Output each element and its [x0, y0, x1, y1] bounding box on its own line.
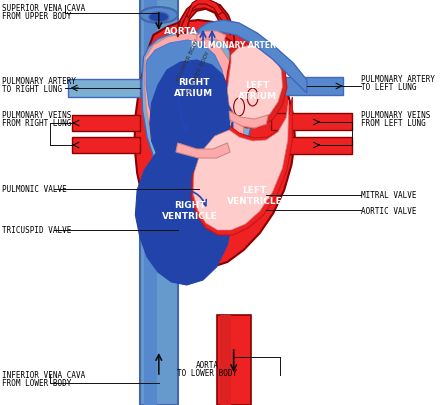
Polygon shape: [135, 21, 295, 267]
Bar: [220, 315, 231, 405]
Text: FROM LOWER BODY: FROM LOWER BODY: [2, 379, 71, 388]
Text: MITRAL VALVE: MITRAL VALVE: [361, 191, 416, 200]
Ellipse shape: [140, 8, 178, 24]
Text: PULMONARY ARTERY: PULMONARY ARTERY: [191, 41, 281, 50]
Text: INFERIOR VENA CAVA: INFERIOR VENA CAVA: [2, 371, 85, 379]
Polygon shape: [146, 41, 226, 158]
Text: TO LOWER BODY: TO LOWER BODY: [186, 51, 211, 97]
Text: TRICUSPID VALVE: TRICUSPID VALVE: [2, 226, 71, 235]
Polygon shape: [266, 78, 343, 96]
Bar: [144, 0, 157, 405]
Text: SUPERIOR VENA CAVA: SUPERIOR VENA CAVA: [2, 4, 85, 13]
Polygon shape: [198, 21, 307, 94]
Polygon shape: [72, 138, 140, 153]
Polygon shape: [229, 112, 268, 129]
Text: AORTA: AORTA: [164, 26, 197, 35]
Text: TO LEFT LUNG: TO LEFT LUNG: [361, 82, 416, 91]
Ellipse shape: [247, 89, 258, 107]
Text: AORTA: AORTA: [196, 360, 219, 370]
Text: TO RIGHT LUNG: TO RIGHT LUNG: [2, 84, 62, 93]
Text: PULMONIC VALVE: PULMONIC VALVE: [2, 185, 66, 194]
Polygon shape: [150, 61, 231, 172]
Polygon shape: [226, 43, 287, 129]
Text: FROM LEFT LUNG: FROM LEFT LUNG: [361, 119, 425, 128]
Text: LEFT
ATRIUM: LEFT ATRIUM: [238, 81, 277, 100]
Polygon shape: [187, 0, 223, 19]
Polygon shape: [177, 2, 233, 38]
Text: FROM UPPER BODY: FROM UPPER BODY: [2, 11, 71, 20]
Text: PULMONARY VEINS: PULMONARY VEINS: [2, 111, 71, 120]
Polygon shape: [136, 121, 235, 285]
Ellipse shape: [149, 13, 169, 23]
Polygon shape: [271, 114, 352, 131]
Text: RIGHT
ATRIUM: RIGHT ATRIUM: [174, 78, 213, 98]
Polygon shape: [197, 32, 226, 44]
Polygon shape: [271, 138, 352, 155]
Polygon shape: [176, 2, 235, 44]
Text: TO LOWER BODY: TO LOWER BODY: [177, 369, 238, 377]
Polygon shape: [227, 46, 282, 123]
Text: PULMONARY ARTERY: PULMONARY ARTERY: [361, 74, 435, 83]
Polygon shape: [144, 34, 244, 207]
Text: FROM RIGHT LUNG: FROM RIGHT LUNG: [2, 119, 71, 128]
Ellipse shape: [234, 99, 245, 117]
Polygon shape: [142, 32, 251, 211]
Text: PULMONARY ARTERY: PULMONARY ARTERY: [2, 76, 76, 85]
Text: AORTIC VALVE: AORTIC VALVE: [361, 206, 416, 215]
Polygon shape: [193, 101, 289, 230]
Text: TO UPPER BODY: TO UPPER BODY: [176, 38, 200, 83]
Bar: [216, 315, 251, 405]
Bar: [140, 0, 178, 405]
Text: RIGHT
VENTRICLE: RIGHT VENTRICLE: [161, 201, 217, 220]
Polygon shape: [72, 116, 140, 132]
Polygon shape: [68, 80, 140, 98]
Polygon shape: [191, 98, 292, 235]
Text: LEFT
VENTRICLE: LEFT VENTRICLE: [227, 186, 282, 205]
Text: PULMONARY VEINS: PULMONARY VEINS: [361, 111, 430, 120]
Polygon shape: [176, 144, 230, 159]
